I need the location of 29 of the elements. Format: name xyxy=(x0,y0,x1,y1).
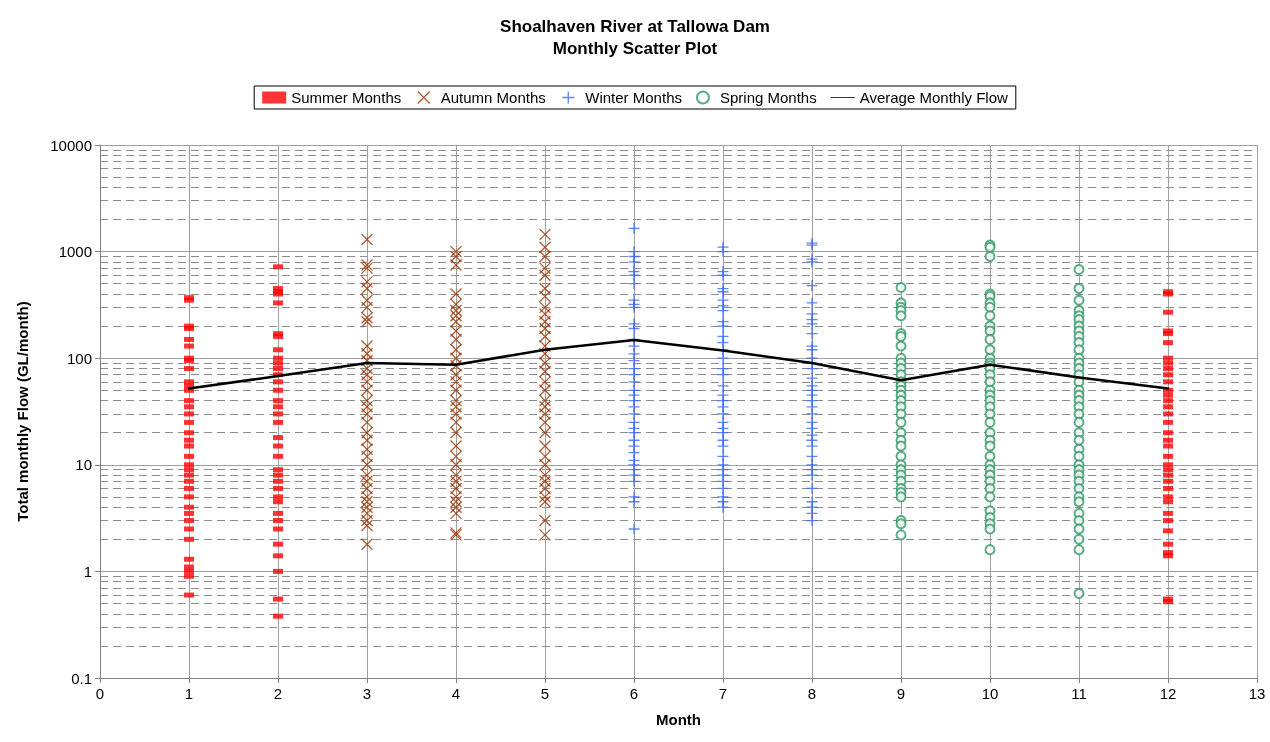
legend-label: Spring Months xyxy=(719,89,817,106)
x-tick-label: 3 xyxy=(362,685,372,702)
x-tick-label: 2 xyxy=(273,685,283,702)
y-axis-title: Total monthly Flow (GL/month) xyxy=(14,301,31,522)
y-tick-label: 10000 xyxy=(50,136,92,154)
x-tick-label: 10 xyxy=(981,685,999,702)
y-tick-label: 1 xyxy=(83,562,92,580)
x-tick-label: 7 xyxy=(718,685,728,702)
chart-title: Shoalhaven River at Tallowa Dam xyxy=(500,16,770,36)
legend-label: Summer Months xyxy=(291,89,402,106)
x-tick-label: 4 xyxy=(451,685,461,702)
x-tick-label: 6 xyxy=(629,685,639,702)
x-tick-label: 12 xyxy=(1159,685,1177,702)
x-tick-label: 0 xyxy=(95,685,105,702)
x-tick-label: 11 xyxy=(1071,685,1087,702)
x-tick-label: 1 xyxy=(184,685,194,702)
y-tick-label: 100 xyxy=(66,349,92,367)
legend-label: Winter Months xyxy=(585,89,682,106)
x-axis-title: Month xyxy=(656,711,701,728)
x-tick-label: 8 xyxy=(807,685,817,702)
legend-label: Autumn Months xyxy=(440,89,546,106)
y-tick-label: 0.1 xyxy=(71,669,92,687)
x-tick-label: 13 xyxy=(1248,685,1266,702)
x-tick-label: 9 xyxy=(896,685,906,702)
y-tick-label: 10 xyxy=(75,456,92,474)
y-tick-label: 1000 xyxy=(58,243,92,261)
legend-label: Average Monthly Flow xyxy=(859,89,1008,106)
chart-subtitle: Monthly Scatter Plot xyxy=(552,38,718,58)
x-tick-label: 5 xyxy=(540,685,550,702)
